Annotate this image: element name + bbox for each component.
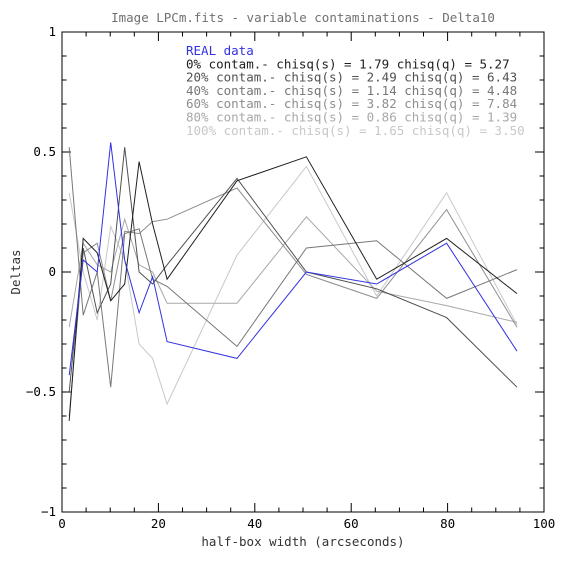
x-tick-label: 20 xyxy=(151,516,166,531)
legend-entry: 80% contam.- chisq(s) = 0.86 chisq(q) = … xyxy=(186,110,517,125)
y-tick-label: 0.5 xyxy=(33,144,56,159)
series-line xyxy=(68,165,518,406)
y-tick-label: −1 xyxy=(41,504,56,519)
x-tick-label: 80 xyxy=(440,516,455,531)
x-axis-label: half-box width (arcseconds) xyxy=(201,534,404,549)
series-line xyxy=(68,187,518,417)
x-tick-label: 100 xyxy=(533,516,556,531)
legend-entry: 40% contam.- chisq(s) = 1.14 chisq(q) = … xyxy=(186,83,517,98)
legend-entry: 100% contam.- chisq(s) = 1.65 chisq(q) =… xyxy=(186,123,525,138)
tick-labels: 0 20 40 60 80 100 −1 −0.5 0 0.5 1 xyxy=(26,24,555,531)
x-tick-label: 40 xyxy=(247,516,262,531)
legend-entry: 20% contam.- chisq(s) = 2.49 chisq(q) = … xyxy=(186,70,517,85)
legend-entry: 60% contam.- chisq(s) = 3.82 chisq(q) = … xyxy=(186,96,517,111)
y-tick-label: −0.5 xyxy=(26,384,56,399)
series-line xyxy=(68,142,518,376)
x-tick-label: 60 xyxy=(344,516,359,531)
axis-ticks xyxy=(61,31,545,513)
series-line xyxy=(68,216,518,328)
x-tick-label: 0 xyxy=(58,516,66,531)
y-tick-label: 1 xyxy=(48,24,56,39)
series-line xyxy=(68,156,518,421)
legend-entry: 0% contam.- chisq(s) = 1.79 chisq(q) = 5… xyxy=(186,56,510,71)
series-line xyxy=(68,147,518,393)
series-lines xyxy=(68,142,518,421)
y-tick-label: 0 xyxy=(48,264,56,279)
y-axis-label: Deltas xyxy=(8,249,23,294)
legend-entry: REAL data xyxy=(186,43,254,58)
chart-title: Image LPCm.fits - variable contamination… xyxy=(111,10,495,25)
